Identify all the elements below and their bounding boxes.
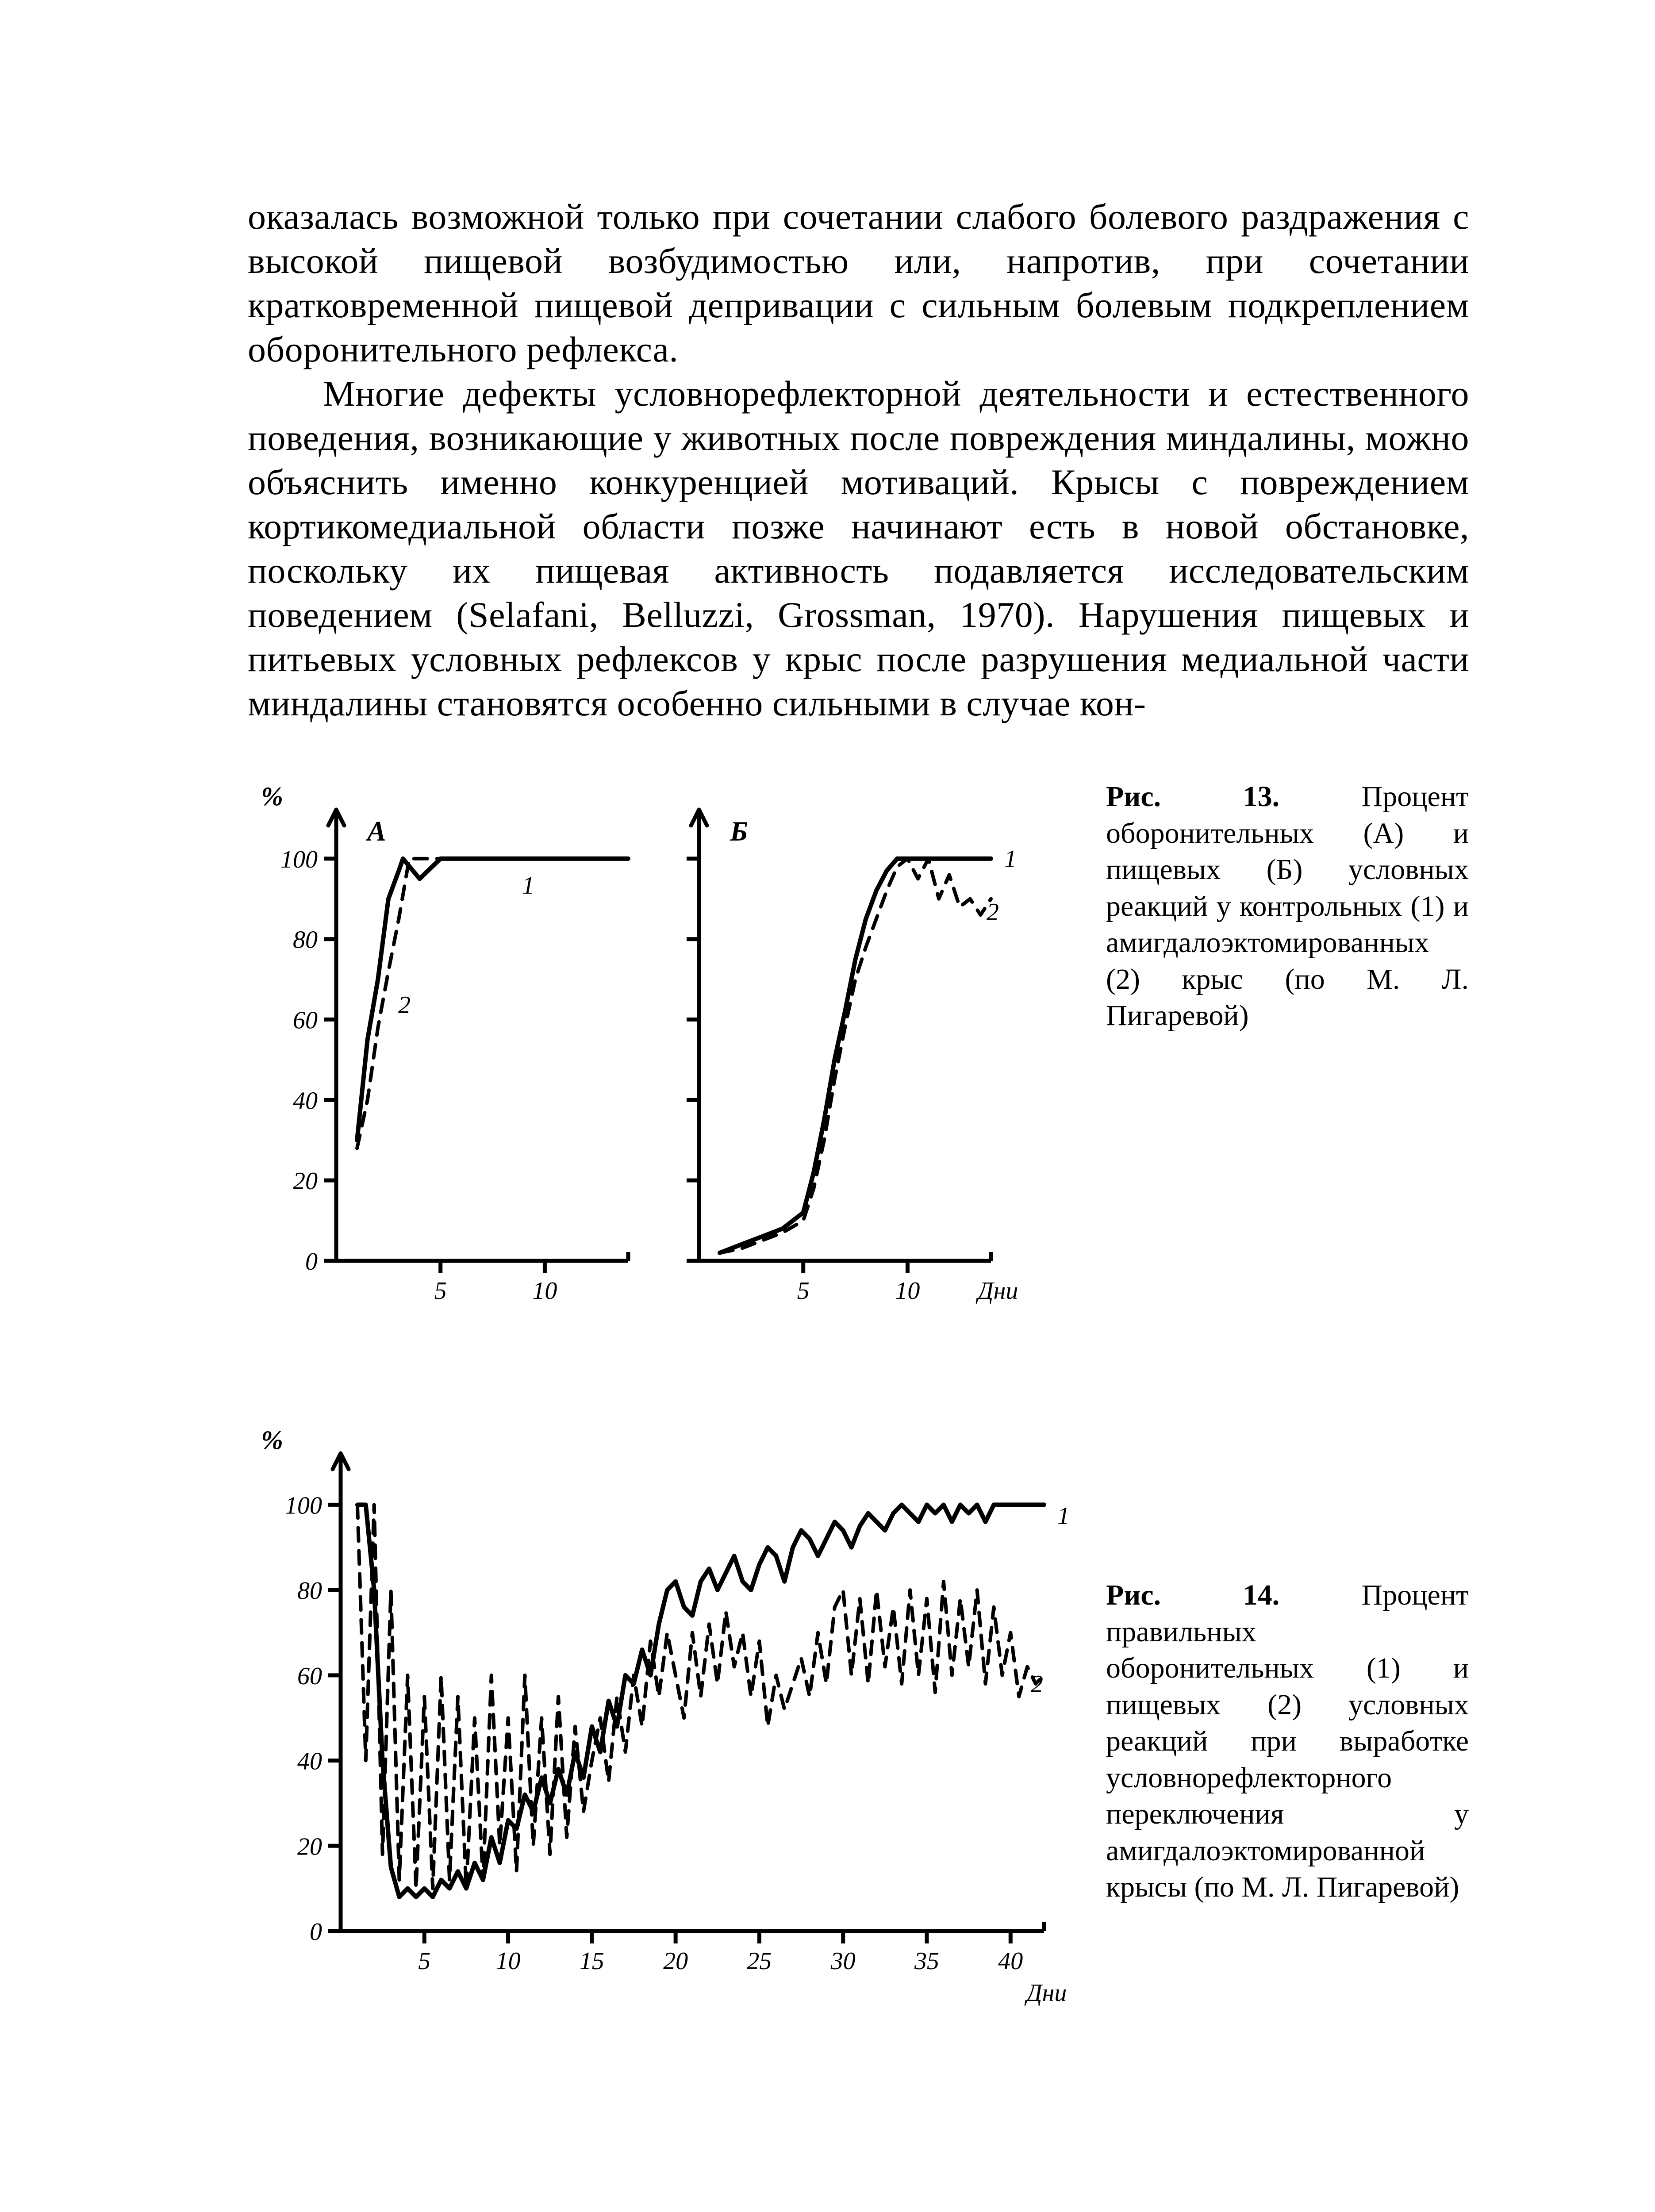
svg-text:40: 40 (297, 1748, 322, 1775)
figure-13-row: %020406080100510А12510Б12Дни Рис. 13. Пр… (248, 779, 1469, 1347)
figure-14-caption: Рис. 14. Процент правильных оборонительн… (1079, 1577, 1469, 1906)
svg-text:А: А (365, 815, 386, 847)
svg-text:5: 5 (418, 1947, 430, 1975)
figure-13-caption: Рис. 13. Процент оборонительных (А) и пи… (1079, 779, 1469, 1034)
svg-text:15: 15 (580, 1947, 604, 1975)
svg-text:Б: Б (730, 815, 748, 847)
figure-14-row: % 0 20 40 60 80 100 5 10 15 20 25 30 35 40 1 2 Дни Рис. 1… (248, 1418, 1469, 2039)
figure-13-charts: %020406080100510А12510Б12Дни (248, 779, 1079, 1347)
svg-text:2: 2 (1031, 1671, 1043, 1698)
svg-text:5: 5 (434, 1277, 447, 1305)
svg-text:5: 5 (797, 1277, 810, 1305)
svg-text:0: 0 (305, 1248, 318, 1275)
svg-text:20: 20 (663, 1947, 688, 1975)
fig13-caption-lead: Рис. 13. (1106, 780, 1279, 813)
svg-text:1: 1 (1004, 845, 1017, 873)
svg-text:2: 2 (987, 899, 999, 926)
svg-text:25: 25 (747, 1947, 772, 1975)
figure-14-chart: % 0 20 40 60 80 100 5 10 15 20 25 30 35 40 1 2 Дни (248, 1418, 1079, 2039)
svg-text:20: 20 (293, 1168, 318, 1195)
svg-text:%: % (261, 782, 283, 811)
svg-text:%: % (261, 1425, 283, 1455)
fig14-caption-lead: Рис. 14. (1106, 1579, 1279, 1611)
svg-text:2: 2 (398, 991, 411, 1019)
svg-text:Дни: Дни (1024, 1979, 1067, 2007)
svg-text:1: 1 (522, 872, 534, 899)
svg-text:100: 100 (285, 1492, 322, 1520)
svg-text:100: 100 (280, 846, 318, 873)
svg-text:80: 80 (293, 926, 318, 954)
svg-text:60: 60 (293, 1007, 318, 1034)
paragraph-2: Многие дефекты условнорефлекторной деяте… (248, 372, 1469, 726)
svg-text:0: 0 (310, 1918, 322, 1946)
svg-text:Дни: Дни (975, 1277, 1018, 1305)
fig14-caption-body: Процент правильных оборонительных (1) и … (1106, 1579, 1469, 1903)
svg-text:30: 30 (830, 1947, 856, 1975)
svg-text:20: 20 (297, 1833, 322, 1861)
fig13-caption-body: Процент оборонительных (А) и пищевых (Б)… (1106, 780, 1469, 1032)
svg-text:1: 1 (1057, 1502, 1070, 1530)
svg-text:10: 10 (496, 1947, 521, 1975)
svg-text:10: 10 (532, 1277, 557, 1305)
body-text: оказалась возможной только при сочетании… (248, 195, 1469, 726)
svg-text:40: 40 (998, 1947, 1023, 1975)
svg-text:10: 10 (895, 1277, 920, 1305)
svg-text:40: 40 (293, 1087, 318, 1115)
svg-text:60: 60 (297, 1663, 322, 1690)
svg-text:35: 35 (914, 1947, 939, 1975)
svg-text:80: 80 (297, 1577, 322, 1605)
paragraph-1: оказалась возможной только при сочетании… (248, 195, 1469, 372)
